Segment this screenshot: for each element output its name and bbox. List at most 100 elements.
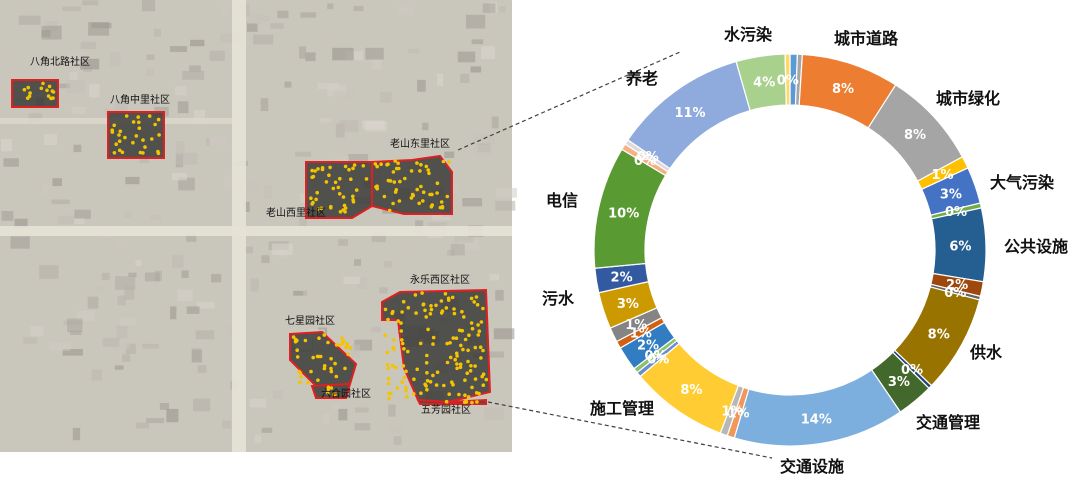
- event-point: [429, 307, 434, 312]
- slice-percent-label: 0%: [944, 286, 966, 301]
- map-building: [10, 236, 30, 249]
- event-point: [299, 375, 303, 379]
- event-point: [481, 348, 485, 353]
- slice-percent-label: 14%: [801, 413, 832, 428]
- event-point: [458, 365, 463, 370]
- map-building: [18, 15, 41, 25]
- event-point: [431, 373, 435, 378]
- event-point: [309, 196, 313, 200]
- event-point: [481, 306, 485, 311]
- category-label: 城市道路: [834, 29, 899, 48]
- event-point: [406, 305, 411, 310]
- map-building: [380, 91, 392, 103]
- event-point: [469, 364, 473, 368]
- slice-percent-label: 1%: [931, 168, 953, 183]
- map-building: [484, 407, 504, 420]
- event-point: [351, 194, 355, 199]
- event-point: [313, 169, 317, 173]
- map-building: [82, 0, 99, 6]
- map-building: [135, 422, 149, 429]
- category-label: 大气污染: [990, 173, 1055, 192]
- map-building: [57, 215, 75, 225]
- map-building: [365, 47, 384, 60]
- slice-percent-label: 1%: [630, 326, 652, 341]
- donut-slices: [593, 53, 987, 447]
- slice-percent-label: 1%: [721, 405, 743, 420]
- map-building: [220, 33, 242, 43]
- event-point: [131, 120, 136, 124]
- map-building: [417, 79, 426, 92]
- event-point: [342, 203, 347, 208]
- slice-percent-label: 4%: [753, 76, 775, 91]
- map-building: [437, 73, 444, 86]
- event-point: [427, 171, 431, 176]
- event-point: [386, 381, 391, 386]
- slice-percent-label: 0%: [945, 205, 967, 220]
- event-point: [314, 197, 318, 202]
- percent-labels: 8%8%1%3%0%6%2%0%8%0%3%14%1%1%8%0%0%2%1%1…: [608, 74, 971, 428]
- event-point: [311, 200, 315, 205]
- map-building: [474, 145, 492, 155]
- event-point: [383, 307, 388, 312]
- map-building: [196, 301, 215, 309]
- event-point: [398, 179, 402, 184]
- event-point: [462, 315, 466, 319]
- event-point: [430, 192, 434, 197]
- event-point: [450, 295, 455, 300]
- event-point: [322, 364, 327, 368]
- map-building: [300, 12, 317, 18]
- event-point: [329, 205, 333, 210]
- event-point: [390, 363, 395, 368]
- map-building: [333, 91, 356, 100]
- map-building: [362, 120, 385, 130]
- slice-percent-label: 2%: [946, 278, 968, 293]
- event-point: [419, 184, 423, 189]
- event-point: [439, 299, 444, 303]
- event-point: [157, 133, 161, 137]
- map-building: [457, 51, 476, 63]
- event-point: [400, 341, 405, 346]
- event-point: [322, 366, 327, 371]
- event-point: [46, 94, 51, 98]
- event-point: [418, 341, 423, 346]
- event-point: [346, 352, 350, 357]
- map-building: [170, 46, 187, 52]
- map-building: [495, 187, 517, 198]
- map-building: [222, 420, 232, 429]
- map-building: [356, 277, 367, 289]
- event-point: [452, 307, 456, 311]
- connector-line-top: [457, 51, 681, 151]
- map-building: [489, 274, 500, 281]
- event-point: [473, 364, 477, 368]
- event-point: [322, 333, 327, 337]
- region-label: 八角中里社区: [110, 93, 170, 106]
- event-point: [457, 392, 461, 397]
- category-label: 污水: [542, 289, 575, 308]
- event-point: [435, 181, 440, 185]
- event-point: [476, 333, 481, 337]
- map-building: [245, 246, 253, 254]
- map-building: [379, 287, 388, 294]
- event-point: [440, 204, 445, 209]
- event-point: [143, 145, 147, 149]
- event-point: [469, 321, 474, 325]
- map-building: [144, 272, 160, 282]
- map-building: [94, 285, 105, 291]
- map-building: [47, 58, 54, 71]
- map-building: [128, 272, 137, 277]
- map-building: [460, 73, 470, 83]
- map-building: [327, 3, 334, 10]
- event-point: [415, 161, 419, 165]
- region-label: 五芳园社区: [421, 403, 471, 416]
- event-point: [329, 366, 333, 371]
- map-building: [260, 98, 269, 111]
- event-point: [39, 86, 44, 91]
- event-point: [463, 337, 468, 342]
- map-building: [0, 138, 12, 152]
- map-building: [102, 337, 120, 347]
- event-point: [401, 364, 406, 368]
- map-building: [177, 289, 193, 302]
- event-point: [298, 371, 303, 375]
- event-point: [469, 296, 474, 301]
- map-building: [91, 22, 112, 29]
